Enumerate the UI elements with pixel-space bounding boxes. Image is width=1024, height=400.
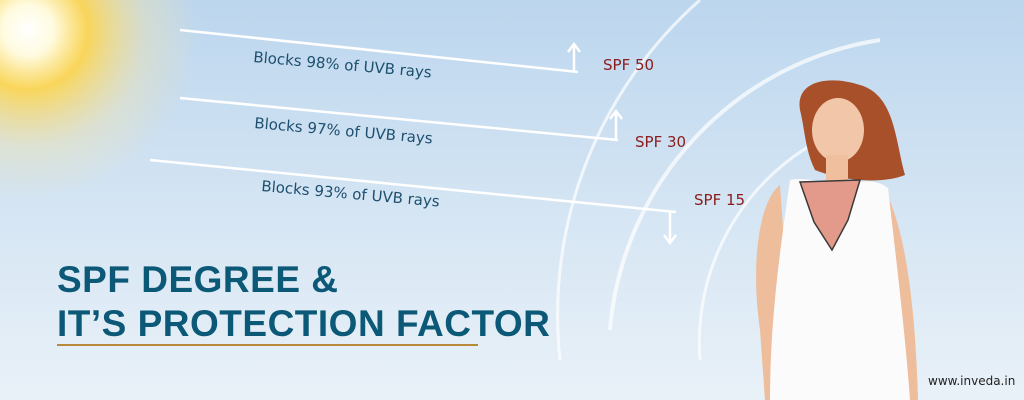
- spf-label: SPF 15: [694, 191, 745, 209]
- arrow: [663, 212, 677, 246]
- title-line: IT’S PROTECTION FACTOR: [57, 303, 550, 344]
- arrow: [609, 108, 623, 140]
- arrow: [567, 41, 581, 72]
- spf-label: SPF 50: [603, 56, 654, 74]
- arc: [556, 0, 701, 361]
- face: [812, 98, 864, 162]
- arc: [608, 38, 881, 331]
- protection-arcs: [556, 0, 881, 361]
- ray: [149, 158, 677, 214]
- ray: [179, 96, 619, 142]
- title-line: SPF DEGREE &: [57, 259, 339, 300]
- neck: [826, 155, 848, 183]
- dress-pattern: [798, 179, 862, 252]
- website: www.inveda.in: [928, 374, 1015, 388]
- sun: [0, 0, 198, 200]
- woman: [756, 80, 918, 400]
- ray: [179, 28, 579, 74]
- rays: [149, 28, 677, 246]
- dress: [770, 179, 910, 400]
- arc: [697, 138, 821, 361]
- spf-label: SPF 30: [635, 133, 686, 151]
